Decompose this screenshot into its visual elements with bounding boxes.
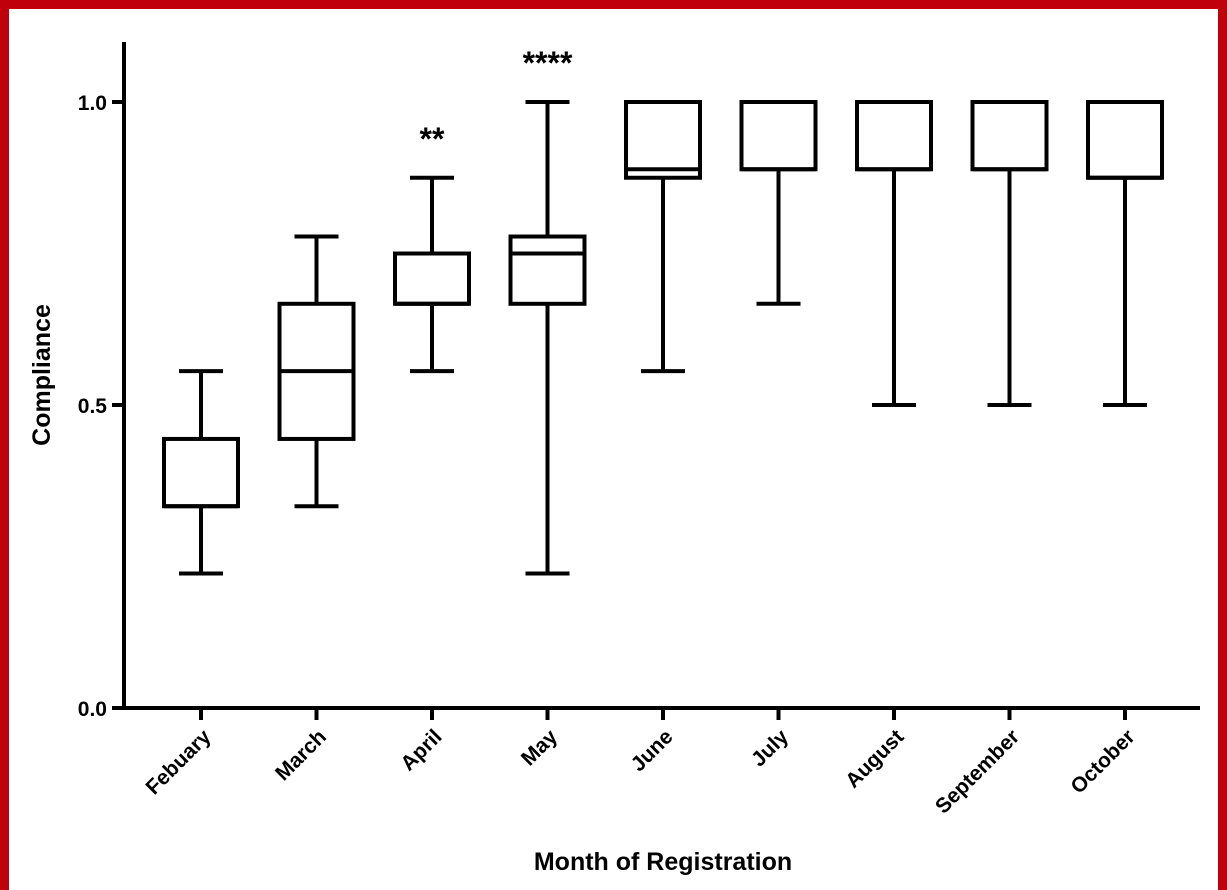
iqr-box [739, 100, 818, 172]
y-tick-label: 1.0 [78, 92, 107, 115]
box-april [393, 175, 471, 374]
iqr-box [508, 234, 587, 306]
box-march [277, 234, 356, 509]
iqr-box [970, 100, 1049, 172]
iqr-box [393, 251, 471, 306]
significance-annotation: ** [420, 121, 445, 157]
x-tick-label: May [517, 725, 562, 770]
iqr-box [1086, 100, 1164, 180]
significance-annotation: **** [523, 45, 573, 81]
box-june [624, 100, 702, 374]
x-tick-label: October [1066, 725, 1139, 798]
y-tick-label: 0.5 [78, 395, 108, 418]
x-tick-label: Febuary [141, 725, 215, 799]
x-tick-label: June [627, 725, 678, 776]
iqr-box [855, 100, 933, 172]
y-tick-label: 0.0 [78, 698, 107, 721]
box-july [739, 100, 818, 306]
x-axis-title: Month of Registration [534, 848, 792, 876]
box-series [162, 100, 1164, 576]
box-may [508, 100, 587, 576]
x-tick-label: September [931, 725, 1024, 818]
iqr-box [624, 100, 702, 180]
x-tick-label: April [396, 725, 446, 775]
x-tick-label: March [271, 725, 331, 785]
box-august [855, 100, 933, 407]
box-september [970, 100, 1049, 407]
y-axis-title: Compliance [28, 304, 56, 446]
x-tick-label: July [747, 725, 793, 771]
box-febuary [162, 369, 240, 576]
box-october [1086, 100, 1164, 407]
x-tick-label: August [841, 725, 908, 792]
axes [112, 42, 1200, 720]
iqr-box [162, 436, 240, 509]
